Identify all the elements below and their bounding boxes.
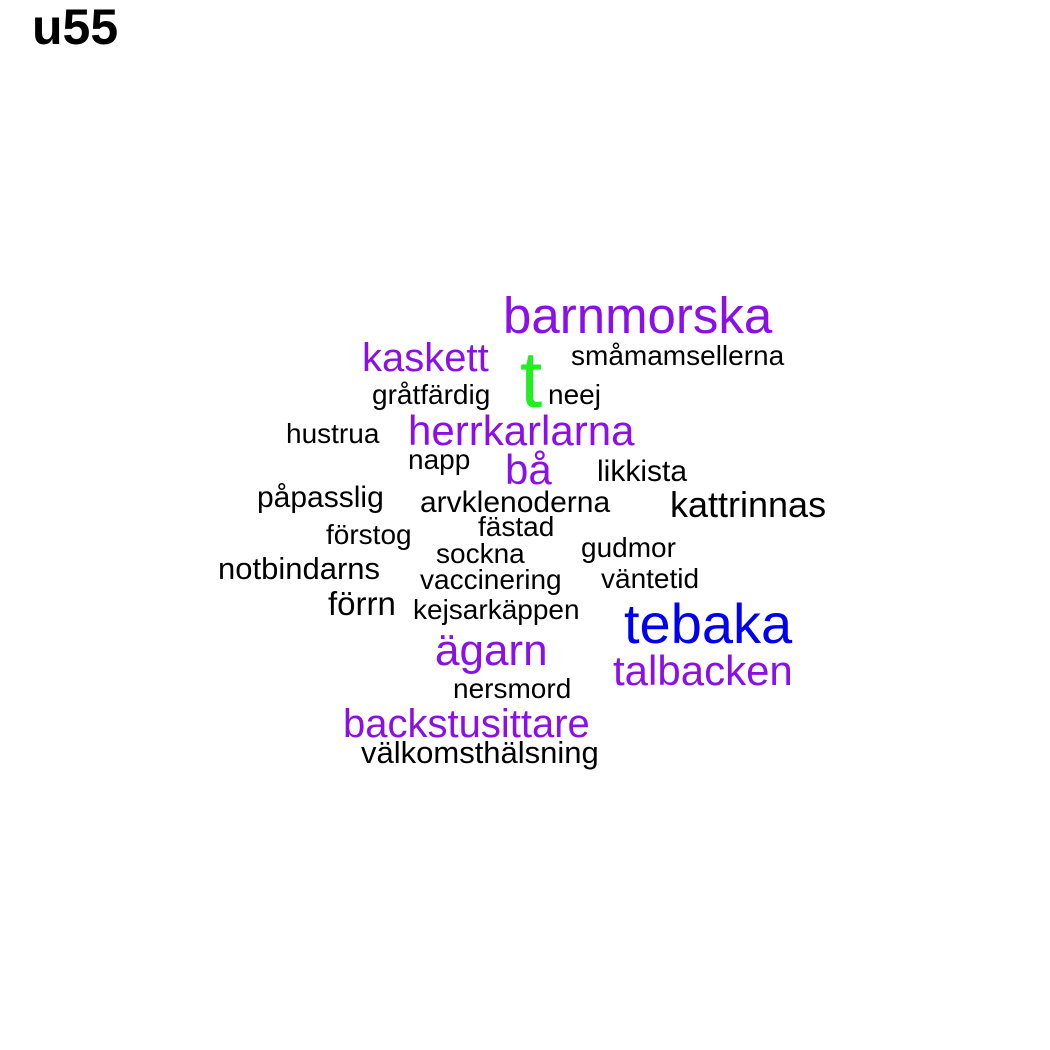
- word-cloud-word: vaccinering: [420, 564, 562, 595]
- word-cloud-word: hustrua: [286, 418, 380, 449]
- word-cloud-word: påpasslig: [257, 481, 384, 514]
- word-cloud-word: kattrinnas: [670, 484, 826, 525]
- word-cloud-word: småmamsellerna: [571, 340, 785, 371]
- word-cloud-word: tebaka: [624, 592, 793, 655]
- word-cloud-word: arvklenoderna: [420, 486, 610, 519]
- word-cloud-word: talbacken: [613, 647, 793, 694]
- word-cloud-word: napp: [408, 444, 470, 475]
- word-cloud-word: gudmor: [581, 532, 676, 563]
- word-cloud-word: t: [520, 335, 542, 424]
- word-cloud-word: likkista: [597, 455, 687, 488]
- word-cloud-word: backstusittare: [343, 702, 590, 746]
- word-cloud-word: ägarn: [435, 626, 548, 675]
- word-cloud-word: förstog: [326, 519, 412, 550]
- word-cloud-word: notbindarns: [218, 551, 380, 586]
- word-cloud-word: bå: [505, 446, 552, 493]
- word-cloud-word: förrn: [328, 585, 396, 622]
- word-cloud-word: herrkarlarna: [408, 407, 635, 454]
- word-cloud-word: nersmord: [453, 673, 571, 704]
- word-cloud-word: välkomsthälsning: [361, 735, 599, 770]
- word-cloud-word: väntetid: [601, 563, 699, 594]
- word-cloud-word: kejsarkäppen: [413, 594, 580, 625]
- word-cloud-word: fästad: [478, 511, 554, 542]
- word-cloud-word: kaskett: [362, 336, 489, 380]
- word-cloud-word: barnmorska: [503, 287, 773, 344]
- page-title: u55: [32, 0, 119, 55]
- word-cloud-word: neej: [548, 379, 601, 410]
- word-cloud-word: gråtfärdig: [372, 379, 490, 410]
- word-cloud-word: sockna: [436, 538, 525, 569]
